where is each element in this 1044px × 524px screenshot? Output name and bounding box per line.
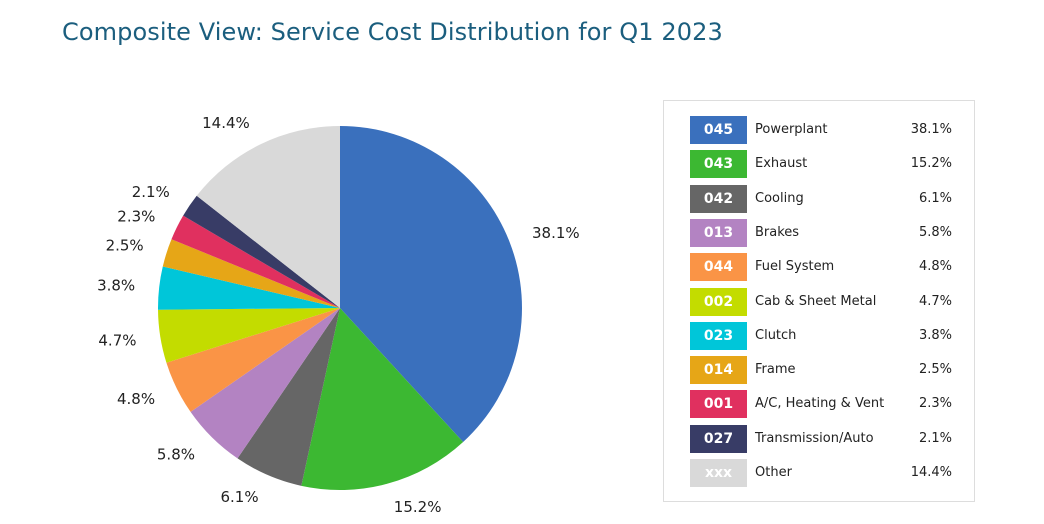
pie-label-xxx: 14.4% <box>202 114 250 132</box>
legend-percent: 2.1% <box>918 430 952 446</box>
legend-code-badge: 027 <box>690 424 747 453</box>
pie-slice-023 <box>158 266 340 310</box>
pie-slice-002 <box>158 308 340 363</box>
legend-percent: 15.2% <box>910 156 952 172</box>
pie-slice-044 <box>166 308 340 412</box>
legend-label: Transmission/Auto <box>755 430 874 446</box>
pie-label-002: 4.7% <box>98 331 136 349</box>
legend-label: Clutch <box>755 327 797 343</box>
legend-item-027: 027 Transmission/Auto 2.1% <box>690 424 952 453</box>
legend-code-badge: 045 <box>690 116 747 144</box>
legend-code-badge: 043 <box>690 150 747 179</box>
pie-slice-014 <box>162 239 340 308</box>
legend-percent: 2.5% <box>918 362 952 378</box>
legend-item-042: 042 Cooling 6.1% <box>690 184 952 213</box>
pie-label-042: 6.1% <box>220 488 258 506</box>
legend-label: Cab & Sheet Metal <box>755 293 877 309</box>
page-title: Composite View: Service Cost Distributio… <box>62 18 723 46</box>
legend-percent: 14.4% <box>910 465 952 480</box>
legend-percent: 4.8% <box>918 259 952 275</box>
legend-item-014: 014 Frame 2.5% <box>690 356 952 385</box>
pie-label-043: 15.2% <box>394 498 442 516</box>
pie-slice-042 <box>237 308 340 486</box>
pie-slice-027 <box>183 195 340 308</box>
legend: 045 Powerplant 38.1% 043 Exhaust 15.2% 042 Cool… <box>663 100 975 502</box>
pie-slice-xxx <box>196 126 340 308</box>
legend-label: Other <box>755 465 792 480</box>
legend-item-001: 001 A/C, Heating & Vent 2.3% <box>690 390 952 419</box>
legend-label: Cooling <box>755 190 804 206</box>
legend-item-xxx: xxx Other 14.4% <box>690 459 952 487</box>
pie-slice-043 <box>301 308 464 491</box>
legend-item-043: 043 Exhaust 15.2% <box>690 150 952 179</box>
legend-label: Brakes <box>755 224 800 240</box>
legend-item-044: 044 Fuel System 4.8% <box>690 253 952 282</box>
legend-percent: 2.3% <box>918 396 952 412</box>
legend-percent: 4.7% <box>918 293 952 309</box>
legend-label: Frame <box>755 362 796 378</box>
legend-percent: 38.1% <box>910 122 952 137</box>
legend-percent: 3.8% <box>918 327 952 343</box>
pie-label-014: 2.5% <box>106 237 144 255</box>
legend-label: A/C, Heating & Vent <box>755 396 885 412</box>
pie-label-001: 2.3% <box>117 208 155 226</box>
pie-label-044: 4.8% <box>117 390 155 408</box>
legend-label: Exhaust <box>755 156 808 172</box>
pie-chart: 38.1% 15.2% 6.1% 5.8% 4.8% 4.7% 3.8% 2.5% 2.3% 2.… <box>97 114 580 516</box>
legend-code-badge: 013 <box>690 218 747 247</box>
legend-code-badge: 023 <box>690 321 747 350</box>
legend-item-002: 002 Cab & Sheet Metal 4.7% <box>690 287 952 316</box>
legend-code-badge: 001 <box>690 390 747 419</box>
legend-percent: 5.8% <box>918 224 952 240</box>
legend-item-023: 023 Clutch 3.8% <box>690 321 952 350</box>
legend-label: Powerplant <box>755 122 828 137</box>
legend-code-badge: 002 <box>690 287 747 316</box>
pie-label-023: 3.8% <box>97 276 135 294</box>
legend-item-045: 045 Powerplant 38.1% <box>690 116 952 144</box>
pie-slice-001 <box>171 215 340 308</box>
legend-code-badge: 014 <box>690 356 747 385</box>
pie-slice-013 <box>190 308 340 459</box>
pie-label-045: 38.1% <box>532 224 580 242</box>
pie-slice-045 <box>340 126 522 443</box>
legend-code-badge: xxx <box>690 459 747 487</box>
legend-code-badge: 044 <box>690 253 747 282</box>
legend-label: Fuel System <box>755 259 835 275</box>
legend-percent: 6.1% <box>918 190 952 206</box>
legend-code-badge: 042 <box>690 184 747 213</box>
pie-label-013: 5.8% <box>157 445 195 463</box>
legend-item-013: 013 Brakes 5.8% <box>690 218 952 247</box>
pie-label-027: 2.1% <box>132 183 170 201</box>
